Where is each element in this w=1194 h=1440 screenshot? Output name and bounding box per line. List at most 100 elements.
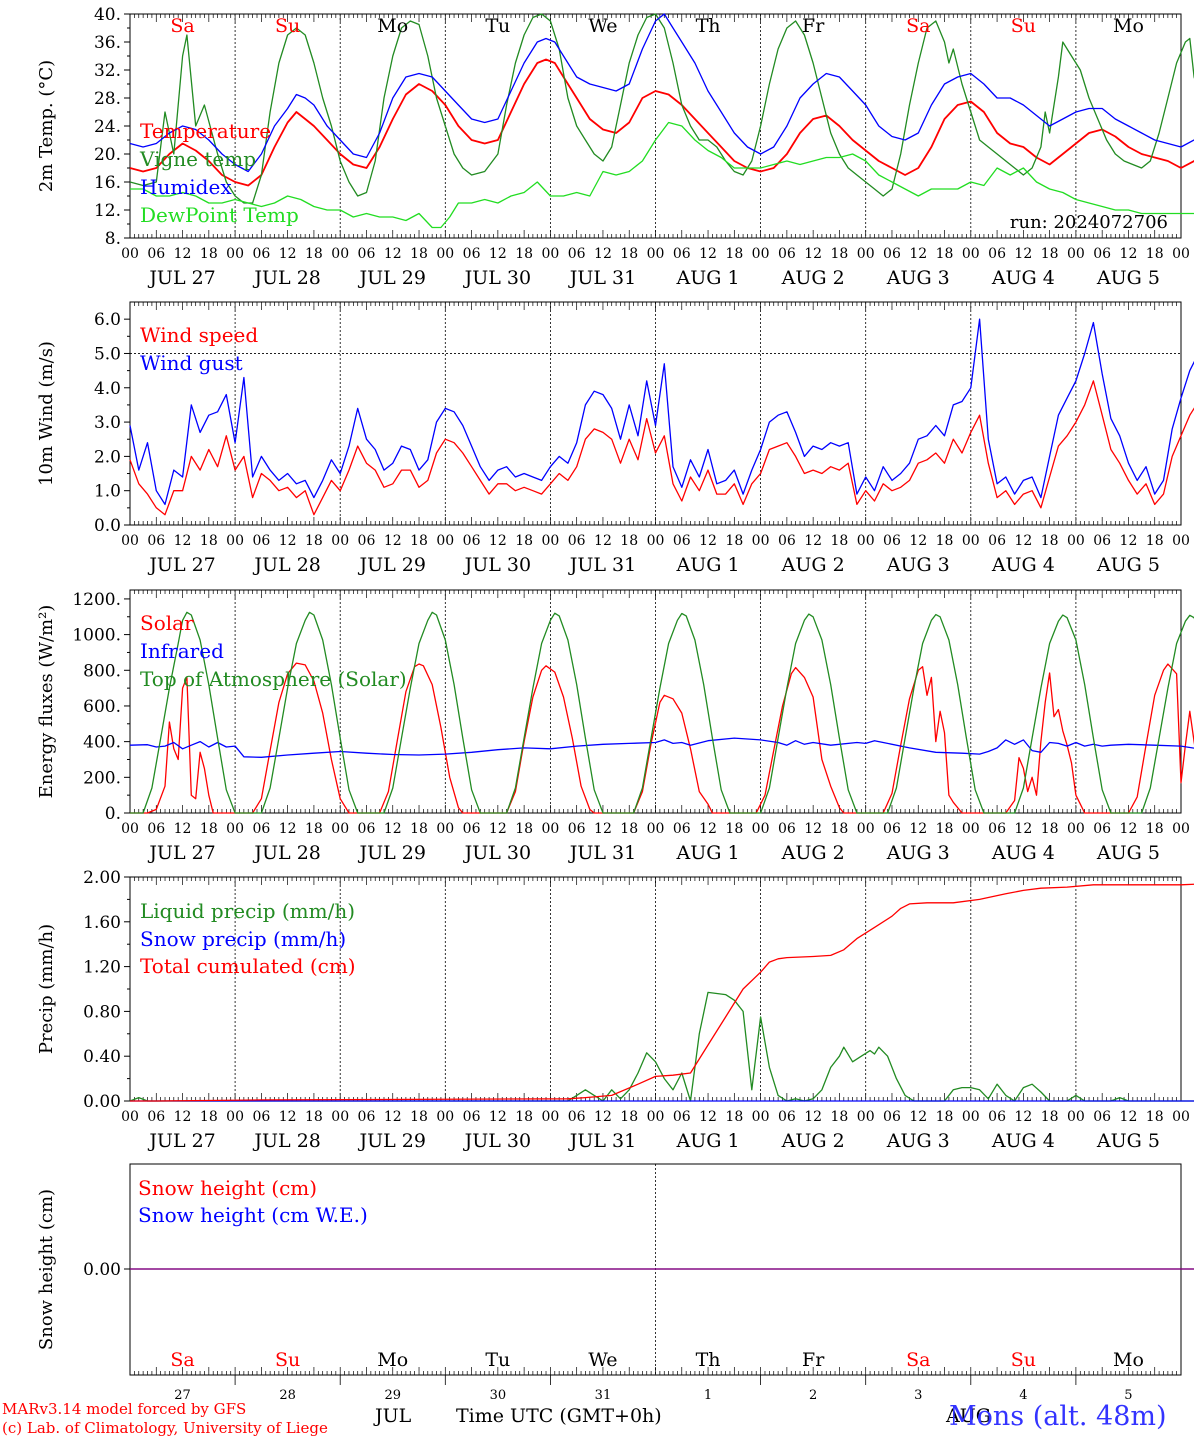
hour-label: 12 (699, 533, 717, 549)
series-line (129, 737, 1194, 758)
y-tick-label: 1.20 (83, 958, 121, 978)
hour-label: 18 (305, 533, 323, 549)
hour-label: 18 (410, 1109, 428, 1125)
hour-label: 06 (988, 533, 1006, 549)
day-number: 1 (704, 1388, 712, 1403)
legend-entry: Infrared (140, 639, 224, 663)
day-label: JUL 29 (358, 1130, 426, 1152)
hour-label: 06 (673, 246, 691, 262)
hour-label: 12 (594, 821, 612, 837)
hour-label: 18 (200, 821, 218, 837)
y-tick-label: 20. (94, 145, 121, 165)
hour-label: 18 (305, 246, 323, 262)
hour-label: 18 (620, 821, 638, 837)
footer-copyright: (c) Lab. of Climatology, University of L… (2, 1419, 328, 1437)
day-label: AUG 3 (886, 842, 950, 864)
legend-entry: Temperature (140, 119, 271, 143)
hour-label: 12 (1014, 1109, 1032, 1125)
weekday-label: Su (275, 1349, 300, 1371)
hour-label: 12 (174, 533, 192, 549)
weekday-label: Sa (906, 1349, 930, 1371)
hour-label: 12 (489, 821, 507, 837)
hour-label: 06 (1093, 1109, 1111, 1125)
hour-label: 18 (936, 821, 954, 837)
hour-label: 12 (279, 821, 297, 837)
hour-label: 18 (831, 533, 849, 549)
day-label: JUL 31 (568, 554, 636, 576)
hour-label: 18 (305, 821, 323, 837)
hour-label: 18 (1146, 1109, 1164, 1125)
series-line (129, 13, 1194, 204)
hour-label: 12 (384, 246, 402, 262)
hour-label: 18 (305, 1109, 323, 1125)
hour-label: 12 (489, 533, 507, 549)
day-number: 31 (595, 1388, 612, 1403)
hour-label: 18 (1146, 533, 1164, 549)
hour-label: 18 (1146, 821, 1164, 837)
series-line (130, 883, 1194, 1102)
day-number: 2 (809, 1388, 817, 1403)
y-tick-label: 800. (83, 661, 121, 681)
hour-label: 12 (279, 533, 297, 549)
y-axis-label: 2m Temp. (°C) (36, 60, 57, 192)
legend-entry: Snow height (cm) (138, 1176, 317, 1200)
hour-label: 06 (778, 1109, 796, 1125)
legend-entry: Solar (140, 611, 194, 635)
y-tick-label: 200. (83, 768, 121, 788)
day-label: JUL 30 (463, 842, 531, 864)
y-tick-label: 0.0 (94, 516, 121, 536)
hour-label: 12 (384, 1109, 402, 1125)
y-tick-label: 1.0 (94, 482, 121, 502)
hour-label: 00 (226, 821, 244, 837)
hour-label: 18 (410, 533, 428, 549)
hour-label: 12 (279, 246, 297, 262)
series-line (130, 611, 1194, 814)
hour-label: 00 (857, 246, 875, 262)
hour-label: 12 (1014, 533, 1032, 549)
hour-label: 06 (358, 1109, 376, 1125)
legend-entry: Snow precip (mm/h) (140, 927, 346, 951)
hour-label: 00 (121, 246, 139, 262)
day-label: AUG 4 (991, 842, 1055, 864)
y-tick-label: 0.80 (83, 1002, 121, 1022)
legend-entry: Snow height (cm W.E.) (138, 1203, 368, 1227)
hour-label: 00 (752, 821, 770, 837)
hour-label: 06 (463, 821, 481, 837)
hour-label: 00 (857, 1109, 875, 1125)
day-label: AUG 4 (991, 1130, 1055, 1152)
y-tick-label: 28. (94, 89, 121, 109)
y-tick-label: 600. (83, 697, 121, 717)
hour-label: 18 (831, 246, 849, 262)
hour-label: 18 (410, 821, 428, 837)
hour-label: 12 (909, 821, 927, 837)
hour-label: 06 (1093, 821, 1111, 837)
hour-label: 12 (174, 821, 192, 837)
legend-entry: Liquid precip (mm/h) (140, 899, 355, 923)
y-tick-label: 4.0 (94, 379, 121, 399)
day-label: AUG 1 (676, 842, 740, 864)
hour-label: 06 (988, 821, 1006, 837)
hour-label: 18 (200, 246, 218, 262)
series-line (129, 380, 1194, 516)
hour-label: 00 (1067, 246, 1085, 262)
weekday-label: Su (1011, 1349, 1036, 1371)
hour-label: 00 (1172, 1109, 1190, 1125)
day-label: AUG 5 (1096, 554, 1160, 576)
hour-label: 18 (725, 1109, 743, 1125)
day-number: 29 (384, 1388, 401, 1403)
day-label: AUG 5 (1096, 1130, 1160, 1152)
y-axis-label: 10m Wind (m/s) (36, 341, 57, 486)
hour-label: 06 (147, 533, 165, 549)
hour-label: 18 (725, 821, 743, 837)
panel-4: 0.00 0.40 0.80 1.20 1.60 2.00 Precip (mm/h) 00 0… (36, 868, 1194, 1152)
hour-label: 00 (541, 533, 559, 549)
y-tick-label: 1000. (72, 626, 121, 646)
hour-label: 06 (778, 821, 796, 837)
hour-label: 12 (699, 821, 717, 837)
hour-label: 06 (252, 821, 270, 837)
hour-label: 12 (489, 246, 507, 262)
day-label: AUG 2 (781, 554, 845, 576)
hour-label: 18 (620, 1109, 638, 1125)
hour-label: 00 (1067, 533, 1085, 549)
